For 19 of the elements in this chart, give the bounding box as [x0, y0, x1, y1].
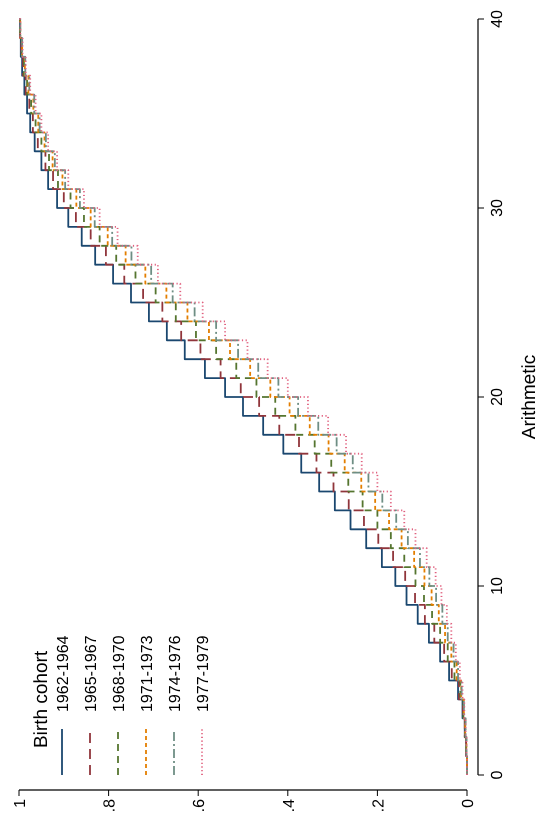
x-tick-label: .8: [102, 798, 119, 812]
text: 1968-1970: [111, 635, 128, 712]
x-tick-label: .6: [191, 798, 208, 812]
y2-tick-label: 0: [489, 770, 506, 780]
y2-tick-label: 10: [489, 577, 506, 595]
x-tick-label: .2: [370, 798, 388, 812]
y2-tick-label: 30: [489, 199, 506, 217]
text: 1971-1973: [139, 635, 156, 712]
y2-axis-title: Arithmetic: [519, 354, 539, 440]
y2-tick-label: 20: [489, 388, 506, 406]
text: 1965-1967: [83, 635, 100, 712]
text: 1974-1976: [167, 635, 184, 712]
text: 1962-1964: [55, 635, 72, 712]
legend-title: Birth cohort: [31, 650, 52, 748]
y2-tick-label: 40: [489, 10, 506, 28]
x-tick-label: 1: [12, 798, 29, 808]
x-tick-label: 0: [460, 798, 477, 808]
text: 1977-1979: [195, 635, 212, 712]
x-tick-label: .4: [280, 798, 298, 812]
